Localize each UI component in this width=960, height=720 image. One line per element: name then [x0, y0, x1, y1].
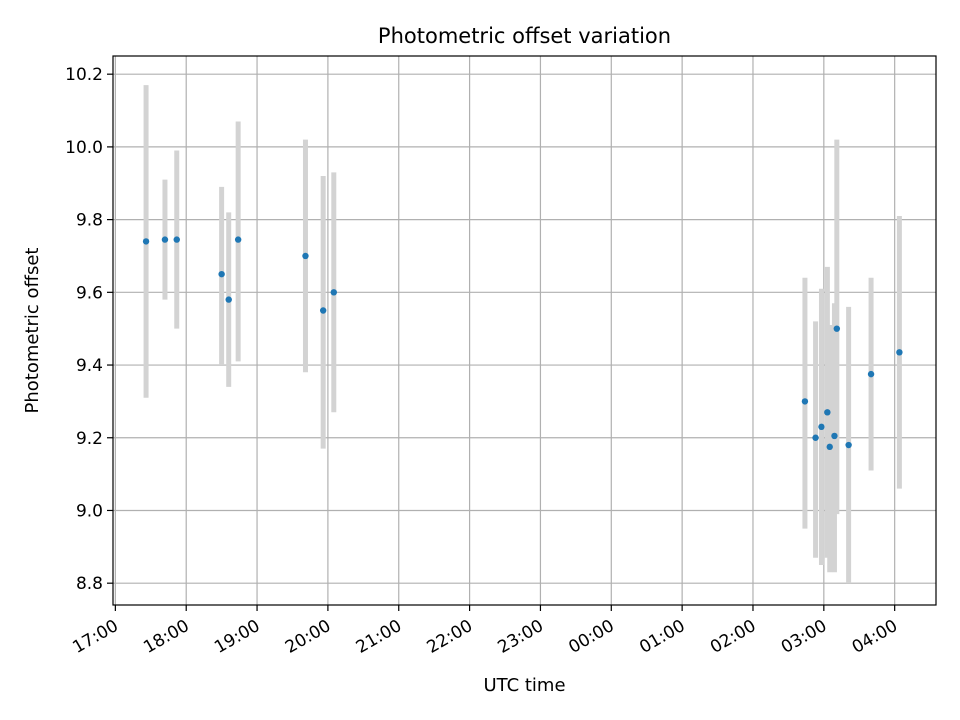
x-tick-label: 23:00 — [495, 616, 547, 658]
data-point — [831, 432, 838, 440]
data-point — [826, 443, 833, 451]
y-tick-label: 9.8 — [76, 211, 103, 231]
data-point — [824, 409, 831, 416]
data-points — [142, 236, 903, 451]
data-point — [867, 370, 875, 378]
y-tick-label: 10.0 — [65, 138, 103, 158]
y-tick-label: 10.2 — [65, 65, 103, 85]
y-axis-label: Photometric offset — [22, 248, 43, 414]
x-tick-label: 21:00 — [353, 616, 405, 658]
x-tick-label: 02:00 — [707, 616, 759, 658]
data-point — [812, 434, 819, 441]
y-tick-label: 9.4 — [76, 356, 103, 376]
x-tick-label: 17:00 — [69, 616, 121, 658]
data-point — [845, 441, 852, 449]
data-point — [302, 252, 309, 260]
data-point — [801, 398, 809, 405]
data-point — [896, 349, 903, 356]
x-tick-label: 04:00 — [849, 616, 901, 658]
y-tick-label: 9.6 — [76, 283, 103, 303]
error-bars — [143, 85, 902, 584]
x-tick-label: 19:00 — [211, 616, 263, 658]
data-point — [142, 238, 150, 245]
x-tick-label: 00:00 — [565, 616, 617, 658]
data-point — [833, 325, 841, 332]
data-point — [234, 236, 242, 243]
x-tick-label: 18:00 — [140, 616, 192, 658]
data-point — [173, 236, 180, 243]
data-point — [218, 270, 225, 278]
y-axis-ticks: 8.8 9.0 9.2 9.4 9.6 9.8 10.0 10.2 — [65, 65, 113, 594]
x-axis-ticks: 17:00 18:00 19:00 20:00 21:00 22:00 23:00 00:00… — [69, 605, 901, 658]
y-tick-label: 9.0 — [76, 501, 103, 521]
x-tick-label: 20:00 — [282, 616, 334, 658]
data-point — [319, 307, 327, 314]
data-point — [818, 423, 825, 431]
grid — [113, 56, 936, 605]
data-point — [330, 289, 338, 296]
data-point — [161, 236, 169, 243]
x-axis-label: UTC time — [483, 675, 565, 696]
plot-frame — [112, 55, 937, 606]
data-point — [225, 296, 232, 303]
x-tick-label: 01:00 — [636, 616, 688, 658]
y-tick-label: 8.8 — [76, 574, 103, 594]
x-tick-label: 22:00 — [424, 616, 476, 658]
chart-title: Photometric offset variation — [378, 24, 671, 48]
x-tick-label: 03:00 — [778, 616, 830, 658]
y-tick-label: 9.2 — [76, 429, 103, 449]
